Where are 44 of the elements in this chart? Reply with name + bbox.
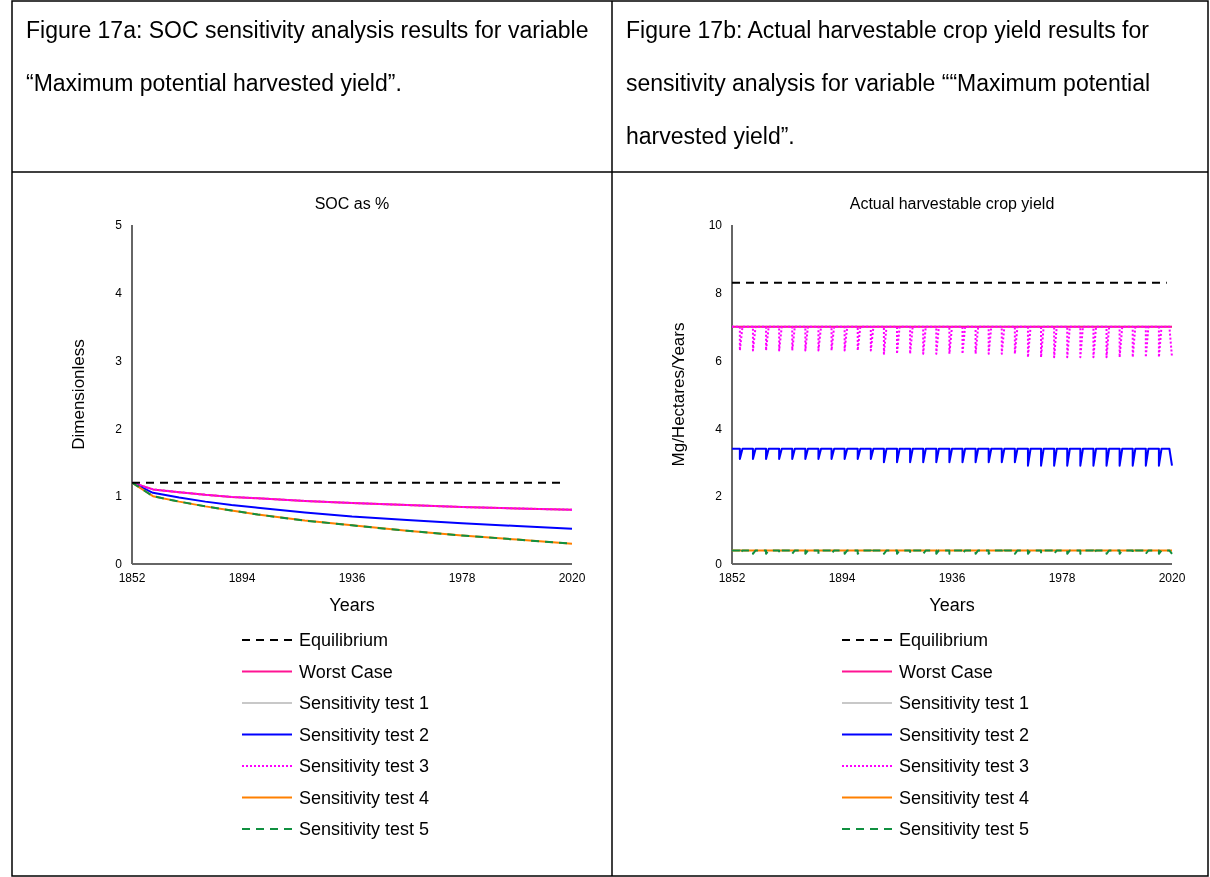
y-tick-label: 4 — [715, 421, 723, 436]
legend-label: Sensitivity test 1 — [299, 693, 430, 714]
y-tick-label: 0 — [715, 557, 723, 572]
y-tick-label: 8 — [715, 286, 723, 300]
x-axis-title: Years — [329, 595, 375, 615]
chart-subtitle: Actual harvestable crop yield — [849, 195, 1055, 212]
legend-label: Sensitivity test 2 — [299, 724, 430, 745]
x-tick-label: 2020 — [558, 571, 586, 585]
y-tick-label: 0 — [115, 557, 123, 572]
chart-title: Figure 17b: Actual harvestable crop yield results for sensitivity analysis for variable ““Maximum potential harvested yield”. — [626, 17, 1151, 149]
y-tick-label: 10 — [708, 218, 723, 233]
legend-label: Sensitivity test 2 — [899, 724, 1030, 745]
y-tick-label: 5 — [115, 218, 123, 233]
legend-label: Equilibrium — [299, 630, 389, 651]
y-tick-label: 2 — [715, 489, 723, 504]
y-tick-label: 2 — [115, 421, 123, 436]
y-tick-label: 4 — [115, 286, 123, 300]
y-tick-label: 3 — [115, 353, 123, 368]
x-tick-label: 1894 — [828, 571, 856, 585]
legend-label: Worst Case — [899, 661, 993, 682]
legend-label: Sensitivity test 1 — [899, 693, 1030, 714]
legend-label: Sensitivity test 5 — [899, 819, 1030, 840]
y-tick-label: 6 — [715, 353, 723, 368]
legend-label: Sensitivity test 5 — [299, 819, 430, 840]
x-axis-title: Years — [929, 595, 975, 615]
x-tick-label: 1936 — [338, 571, 366, 585]
legend-label: Sensitivity test 4 — [899, 787, 1030, 808]
y-tick-label: 1 — [115, 489, 123, 504]
x-tick-label: 1852 — [118, 571, 146, 585]
x-tick-label: 1894 — [228, 571, 256, 585]
x-tick-label: 1978 — [1048, 571, 1076, 585]
x-tick-label: 1936 — [938, 571, 966, 585]
y-axis-title: Dimensionless — [69, 339, 88, 450]
x-tick-label: 1978 — [448, 571, 476, 585]
legend-label: Sensitivity test 3 — [299, 756, 430, 777]
x-tick-label: 1852 — [718, 571, 746, 585]
y-axis-title: Mg/Hectares/Years — [669, 322, 688, 467]
chart-subtitle: SOC as % — [314, 195, 390, 212]
legend-label: Sensitivity test 4 — [299, 787, 430, 808]
legend-label: Worst Case — [299, 661, 393, 682]
x-tick-label: 2020 — [1158, 571, 1186, 585]
chart-title: Figure 17a: SOC sensitivity analysis results for variable “Maximum potential harvested yield”. — [26, 17, 589, 96]
legend-label: Equilibrium — [899, 630, 989, 651]
legend-label: Sensitivity test 3 — [899, 756, 1030, 777]
